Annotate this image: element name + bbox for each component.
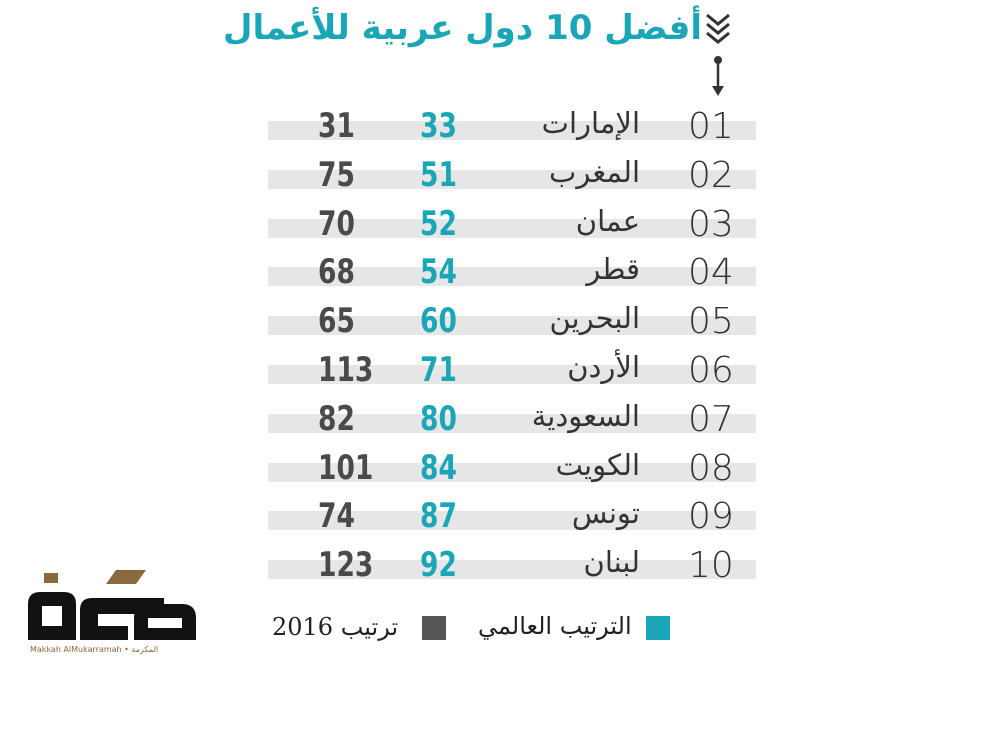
global-rank-value: 92 <box>420 545 457 586</box>
global-rank-value: 33 <box>420 106 457 146</box>
rank-2016-value: 123 <box>318 545 374 586</box>
global-rank-value: 60 <box>420 301 457 342</box>
rank-number: 06 <box>688 350 734 391</box>
country-name: المغرب <box>549 154 640 189</box>
country-name: الأردن <box>567 350 640 384</box>
country-name: لبنان <box>583 545 640 580</box>
rank-2016-value: 113 <box>318 350 374 390</box>
global-rank-value: 84 <box>420 447 457 488</box>
table-row-band <box>268 267 756 287</box>
rank-2016-value: 101 <box>318 447 374 488</box>
legend-label-global: الترتيب العالمي <box>478 612 632 640</box>
country-name: السعودية <box>531 398 640 433</box>
rank-2016-value: 70 <box>318 203 355 244</box>
table-row-band <box>268 121 756 140</box>
country-name: تونس <box>571 496 640 531</box>
global-rank-value: 52 <box>420 203 457 244</box>
rank-number: 07 <box>688 398 734 440</box>
makkah-logo <box>28 570 196 640</box>
rank-2016-value: 82 <box>318 398 355 439</box>
rank-number: 04 <box>688 252 734 294</box>
table-row-band <box>268 462 756 482</box>
country-name: الكويت <box>555 447 640 482</box>
rank-2016-value: 75 <box>318 154 355 195</box>
double-chevron-down-icon <box>706 13 730 44</box>
country-name: قطر <box>586 252 640 287</box>
country-name: الإمارات <box>541 106 640 140</box>
legend-swatch-global <box>646 616 670 640</box>
rank-2016-value: 74 <box>318 496 355 537</box>
global-rank-value: 54 <box>420 252 457 293</box>
table-row-band <box>268 218 756 238</box>
global-rank-value: 71 <box>420 350 457 390</box>
country-name: عمان <box>575 203 640 238</box>
table-row-band <box>268 365 756 384</box>
global-rank-value: 80 <box>420 398 457 439</box>
legend-label-2016: ترتيب 2016 <box>272 613 399 641</box>
global-rank-value: 51 <box>420 154 457 195</box>
rank-number: 09 <box>688 496 734 538</box>
arrow-down-icon <box>712 56 724 96</box>
rank-number: 02 <box>688 154 734 196</box>
rank-2016-value: 31 <box>318 106 355 146</box>
global-rank-value: 87 <box>420 496 457 537</box>
legend-swatch-2016 <box>422 616 446 640</box>
table-row-band <box>268 169 756 189</box>
rank-number: 01 <box>688 106 734 147</box>
rank-number: 03 <box>688 203 734 245</box>
table-row-band <box>268 560 756 580</box>
table-row-band <box>268 316 756 336</box>
chart-title: أفضل 10 دول عربية للأعمال <box>222 8 702 48</box>
table-row-band <box>268 413 756 433</box>
rank-number: 10 <box>688 545 734 587</box>
logo-caption: Makkah AlMukarramah • المكرمة <box>30 645 159 654</box>
rank-number: 08 <box>688 447 734 489</box>
country-name: البحرين <box>549 301 640 336</box>
table-row-band <box>268 511 756 531</box>
rank-number: 05 <box>688 301 734 343</box>
rank-2016-value: 68 <box>318 252 355 293</box>
rank-2016-value: 65 <box>318 301 355 342</box>
